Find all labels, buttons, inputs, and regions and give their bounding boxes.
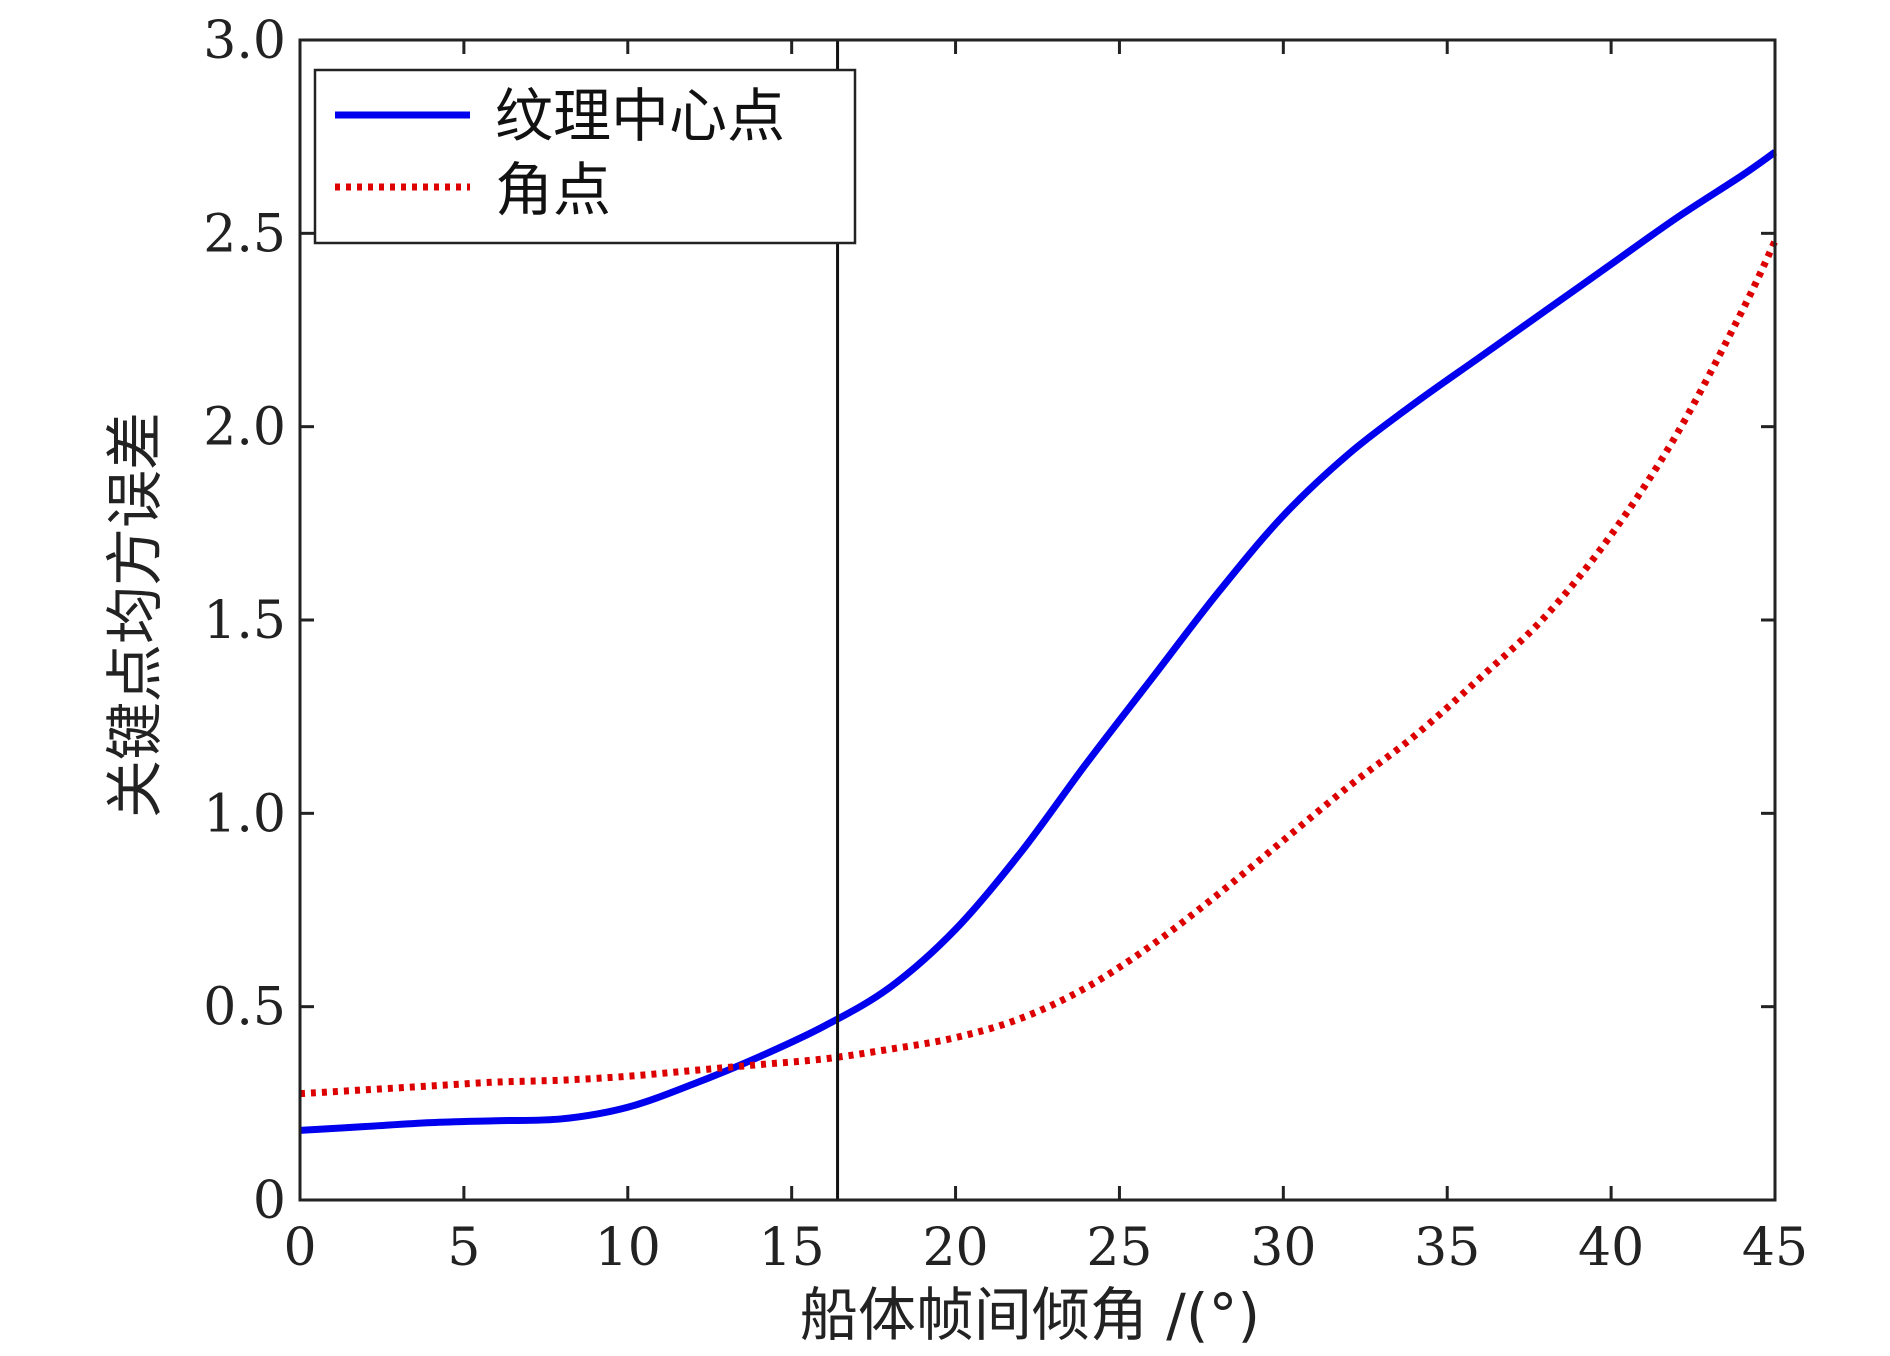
x-tick-label: 35: [1414, 1218, 1480, 1278]
y-tick-label: 3.0: [203, 11, 286, 71]
x-tick-label: 30: [1250, 1218, 1316, 1278]
y-tick-labels: 0 0.5 1.0 1.5 2.0 2.5 3.0: [203, 11, 286, 1231]
x-tick-label: 10: [595, 1218, 661, 1278]
legend-label-corner: 角点: [495, 156, 611, 224]
x-tick-label: 20: [922, 1218, 988, 1278]
legend-label-texture-center: 纹理中心点: [495, 82, 785, 150]
series-line-texture-center: [299, 149, 1778, 1134]
x-tick-labels: 0 5 10 15 20 25 30 35 40 45: [283, 1218, 1808, 1278]
x-tick-label: 40: [1578, 1218, 1644, 1278]
y-tick-label: 2.5: [203, 204, 286, 264]
tick-marks: [298, 38, 1777, 1202]
x-tick-label: 25: [1086, 1218, 1152, 1278]
x-tick-label: 45: [1742, 1218, 1808, 1278]
x-tick-label: 5: [447, 1218, 480, 1278]
legend-box: [313, 68, 857, 245]
x-axis-label: 船体帧间倾角 /(°): [800, 1281, 1260, 1349]
x-tick-label: 0: [283, 1218, 316, 1278]
y-tick-label: 0: [253, 1171, 286, 1231]
y-axis-label: 关键点均方误差: [101, 412, 169, 818]
series-line-corner: [299, 239, 1779, 1098]
y-tick-label: 2.0: [203, 398, 286, 458]
x-tick-label: 15: [759, 1218, 825, 1278]
legend: 纹理中心点 角点: [313, 68, 857, 245]
y-tick-label: 0.5: [203, 978, 286, 1038]
y-tick-label: 1.0: [203, 784, 286, 844]
y-tick-label: 1.5: [203, 591, 286, 651]
series-layer: [299, 149, 1779, 1134]
